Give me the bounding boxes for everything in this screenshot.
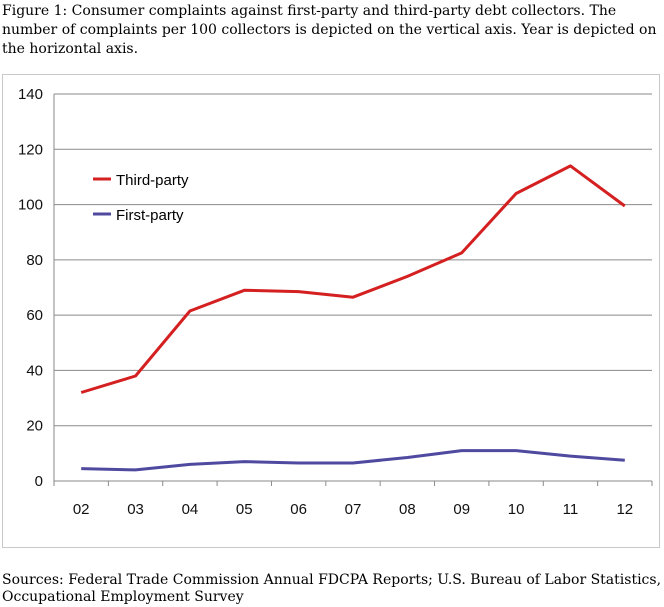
- y-tick-label-140: 140: [18, 86, 43, 103]
- legend-label-third-party: Third-party: [116, 172, 189, 189]
- y-tick-label-100: 100: [18, 197, 43, 214]
- x-tick-label-02: 02: [73, 501, 90, 518]
- x-tick-label-06: 06: [290, 501, 307, 518]
- y-tick-label-0: 0: [35, 473, 43, 490]
- series-line-third-party: [80, 164, 626, 394]
- x-tick-label-05: 05: [236, 501, 253, 518]
- x-tick-label-10: 10: [508, 501, 525, 518]
- x-tick-label-09: 09: [453, 501, 470, 518]
- legend-label-first-party: First-party: [116, 207, 184, 224]
- x-tick-label-12: 12: [616, 501, 633, 518]
- x-tick-label-03: 03: [127, 501, 144, 518]
- y-tick-label-80: 80: [26, 252, 43, 269]
- chart-frame: [2, 74, 660, 548]
- x-tick-label-07: 07: [345, 501, 362, 518]
- series-line-first-party: [81, 449, 625, 472]
- y-tick-label-120: 120: [18, 141, 43, 158]
- x-tick-label-08: 08: [399, 501, 416, 518]
- y-tick-label-40: 40: [26, 362, 43, 379]
- x-tick-label-11: 11: [563, 501, 579, 518]
- figure-sources: Sources: Federal Trade Commission Annual…: [2, 572, 662, 605]
- x-tick-label-04: 04: [182, 501, 199, 518]
- figure-caption: Figure 1: Consumer complaints against fi…: [2, 3, 657, 57]
- y-tick-label-20: 20: [26, 418, 43, 435]
- y-tick-label-60: 60: [26, 307, 43, 324]
